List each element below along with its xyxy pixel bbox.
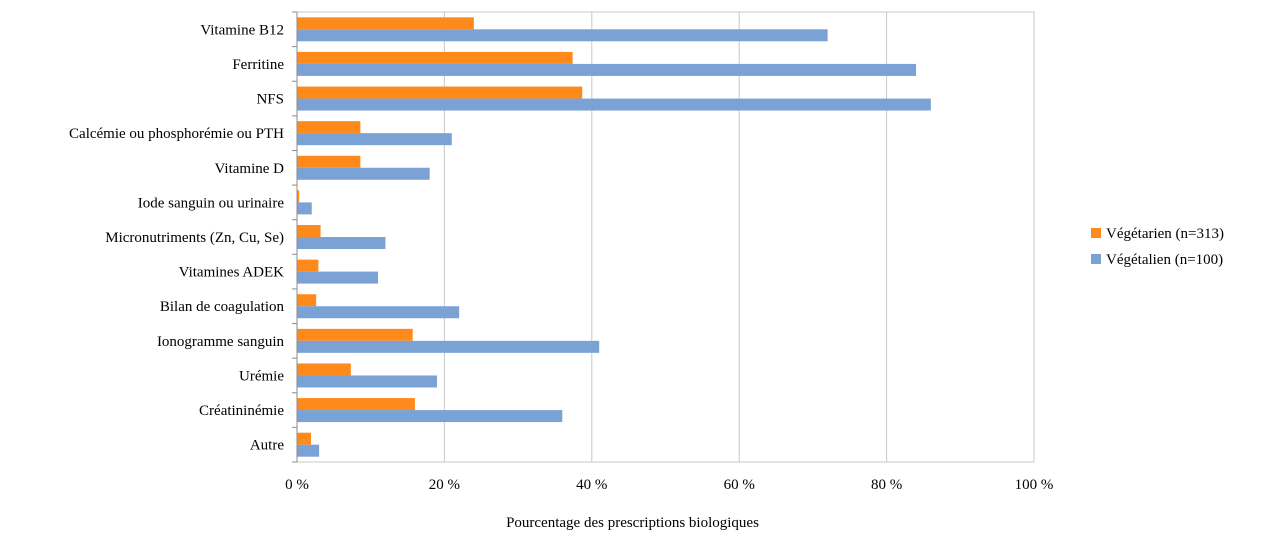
bar-vegetarien <box>297 259 319 272</box>
bar-vegetarien <box>297 398 415 411</box>
x-tick-label: 60 % <box>724 477 755 493</box>
category-label: Iode sanguin ou urinaire <box>138 195 285 211</box>
bar-vegetarien <box>297 294 317 307</box>
x-tick-label: 80 % <box>871 477 902 493</box>
bar-vegetarien <box>297 328 413 341</box>
category-label: Autre <box>250 438 284 454</box>
bar-vegetalien <box>297 237 386 249</box>
bar-vegetalien <box>297 98 931 111</box>
category-label: Calcémie ou phosphorémie ou PTH <box>69 126 284 142</box>
category-label: Créatininémie <box>199 403 284 419</box>
bar-vegetalien <box>297 29 828 42</box>
bar-vegetalien <box>297 410 563 423</box>
bar-vegetarien <box>297 190 300 203</box>
legend-swatch <box>1091 254 1101 264</box>
legend-label: Végétarien (n=313) <box>1106 226 1224 242</box>
bar-vegetalien <box>297 133 452 146</box>
plot-area-border <box>296 11 1035 463</box>
category-label: Micronutriments (Zn, Cu, Se) <box>105 230 284 246</box>
category-label: Ionogramme sanguin <box>157 334 285 350</box>
bar-vegetalien <box>297 202 312 215</box>
bar-vegetarien <box>297 155 361 168</box>
x-axis-title: Pourcentage des prescriptions biologique… <box>506 515 759 531</box>
category-label: Ferritine <box>232 57 284 73</box>
category-label: Urémie <box>239 368 284 384</box>
x-axis: 0 % 20 % 40 % 60 % 80 % 100 % <box>285 477 1053 493</box>
bar-vegetarien <box>297 121 361 134</box>
bar-vegetalien <box>297 271 379 284</box>
x-tick-label: 20 % <box>429 477 460 493</box>
category-label: NFS <box>256 92 284 108</box>
bar-vegetalien <box>297 444 320 457</box>
category-label: Vitamine B12 <box>200 22 284 38</box>
bar-vegetarien <box>297 225 321 237</box>
bars <box>297 17 931 457</box>
bar-vegetarien <box>297 363 351 376</box>
bar-vegetalien <box>297 340 600 353</box>
category-label: Vitamines ADEK <box>179 265 285 281</box>
gridlines <box>296 11 1035 463</box>
bar-vegetarien <box>297 86 583 99</box>
bar-vegetarien <box>297 51 573 64</box>
bar-vegetalien <box>297 167 430 180</box>
legend: Végétarien (n=313) Végétalien (n=100) <box>1091 226 1224 268</box>
x-tick-label: 0 % <box>285 477 309 493</box>
bar-vegetarien <box>297 17 474 30</box>
y-axis: Vitamine B12 Ferritine NFS Calcémie ou phos… <box>69 11 298 463</box>
x-tick-label: 40 % <box>576 477 607 493</box>
bar-vegetalien <box>297 375 438 388</box>
category-label: Vitamine D <box>215 161 285 177</box>
bar-vegetalien <box>297 306 460 319</box>
bar-vegetarien <box>297 432 312 445</box>
x-tick-label: 100 % <box>1015 477 1054 493</box>
legend-swatch <box>1091 228 1101 238</box>
bar-vegetalien <box>297 63 917 76</box>
legend-label: Végétalien (n=100) <box>1106 252 1223 268</box>
category-label: Bilan de coagulation <box>160 299 285 315</box>
